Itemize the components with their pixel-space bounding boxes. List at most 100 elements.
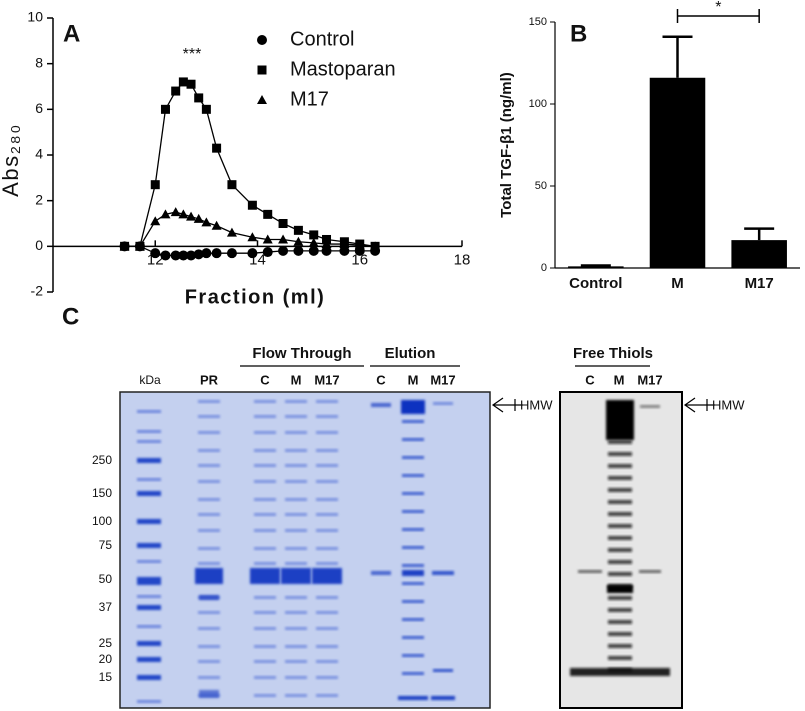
band	[371, 571, 391, 575]
band	[608, 536, 632, 540]
band	[316, 464, 338, 467]
ladder-band	[137, 491, 161, 496]
y-tick-label: 0	[541, 262, 547, 274]
band	[316, 480, 338, 483]
band	[285, 415, 307, 418]
band	[433, 402, 453, 405]
point	[150, 180, 160, 190]
band	[198, 498, 220, 501]
lane-label: PR	[200, 372, 219, 387]
x-tick-label: 18	[454, 251, 471, 268]
band	[316, 660, 338, 663]
legend-label: M17	[290, 88, 329, 110]
band	[402, 654, 424, 657]
ladder-band	[137, 641, 161, 646]
band	[608, 464, 632, 468]
band	[285, 596, 307, 599]
point	[226, 248, 237, 259]
band	[402, 570, 424, 576]
band	[254, 645, 276, 648]
band	[198, 415, 220, 418]
band	[198, 529, 220, 532]
band	[198, 431, 220, 434]
band	[254, 676, 276, 679]
band	[607, 585, 633, 593]
ladder-band	[137, 458, 161, 463]
point	[339, 245, 350, 256]
x-tick-label: M17	[745, 275, 774, 292]
point	[201, 104, 211, 114]
band	[198, 464, 220, 467]
ladder-band	[137, 577, 161, 585]
band	[285, 547, 307, 550]
point	[119, 241, 130, 251]
point	[262, 234, 273, 244]
band	[402, 474, 424, 477]
y-tick-label: 10	[27, 9, 43, 25]
hmw-arrow	[683, 397, 715, 413]
band	[254, 449, 276, 452]
band	[608, 452, 632, 456]
band	[285, 498, 307, 501]
hmw-label: HMW	[520, 397, 553, 412]
band	[285, 627, 307, 630]
ladder-band	[137, 410, 161, 413]
hmw-label: HMW	[712, 397, 745, 412]
point	[293, 236, 304, 246]
marker-label: 100	[92, 514, 112, 528]
marker-label: 150	[92, 486, 112, 500]
band	[578, 570, 602, 573]
y-tick-label: 50	[535, 180, 547, 192]
band	[285, 660, 307, 663]
band	[640, 405, 660, 408]
point	[212, 143, 222, 153]
group-label: Elution	[385, 345, 436, 362]
point	[293, 225, 303, 235]
band	[398, 696, 428, 700]
band	[608, 512, 632, 516]
band	[285, 562, 307, 565]
band	[608, 620, 632, 624]
point	[321, 239, 332, 249]
ladder-band	[137, 440, 161, 443]
point	[293, 245, 304, 256]
band	[608, 476, 632, 480]
band	[316, 562, 338, 565]
point	[339, 239, 350, 249]
ladder-band	[137, 430, 161, 433]
band	[285, 480, 307, 483]
band	[316, 627, 338, 630]
point	[194, 93, 204, 103]
band	[254, 660, 276, 663]
bar	[649, 77, 706, 268]
band	[254, 400, 276, 403]
band	[254, 694, 276, 697]
band	[285, 464, 307, 467]
band	[316, 513, 338, 516]
lane-label: M	[408, 372, 419, 387]
marker-label: 15	[99, 670, 113, 684]
lane-label: M17	[314, 372, 339, 387]
point	[178, 209, 189, 219]
band	[608, 548, 632, 552]
point	[278, 234, 289, 244]
legend-marker	[257, 35, 267, 45]
bar	[568, 266, 624, 268]
band	[316, 529, 338, 532]
bar	[731, 240, 787, 268]
y-tick-label: 0	[35, 237, 43, 253]
panel-label: A	[63, 20, 80, 47]
band	[285, 645, 307, 648]
lane-label: M17	[637, 372, 662, 387]
point	[247, 232, 258, 242]
band	[433, 669, 453, 672]
band	[254, 415, 276, 418]
band	[432, 571, 454, 575]
band	[254, 464, 276, 467]
band	[402, 492, 424, 495]
band	[402, 600, 424, 603]
band	[316, 400, 338, 403]
band	[316, 611, 338, 614]
point	[309, 230, 319, 240]
band	[285, 513, 307, 516]
